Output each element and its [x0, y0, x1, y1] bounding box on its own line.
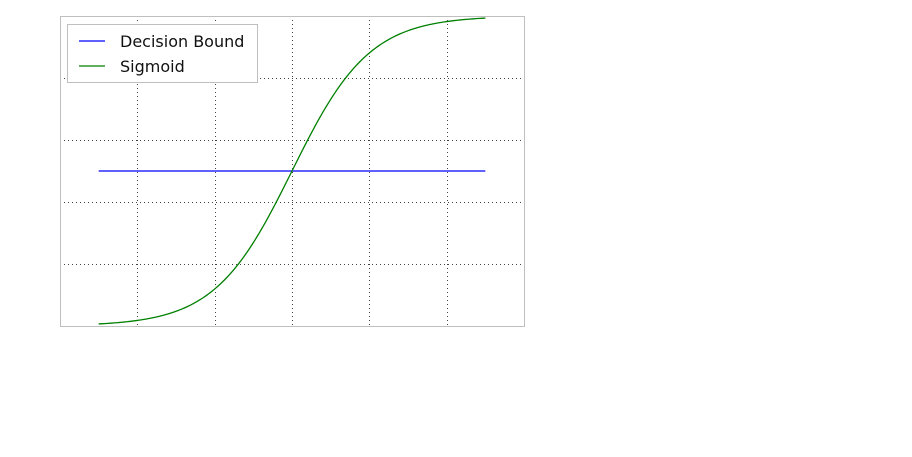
- series-lines: [98, 17, 486, 325]
- series-line-sigmoid: [98, 17, 486, 325]
- legend: Decision Bound Sigmoid: [67, 24, 258, 83]
- legend-box: [67, 24, 258, 83]
- grid-lines: [60, 16, 524, 326]
- legend-label: Sigmoid: [120, 57, 185, 76]
- legend-label: Decision Bound: [120, 32, 244, 51]
- plot-area-frame: [60, 16, 525, 327]
